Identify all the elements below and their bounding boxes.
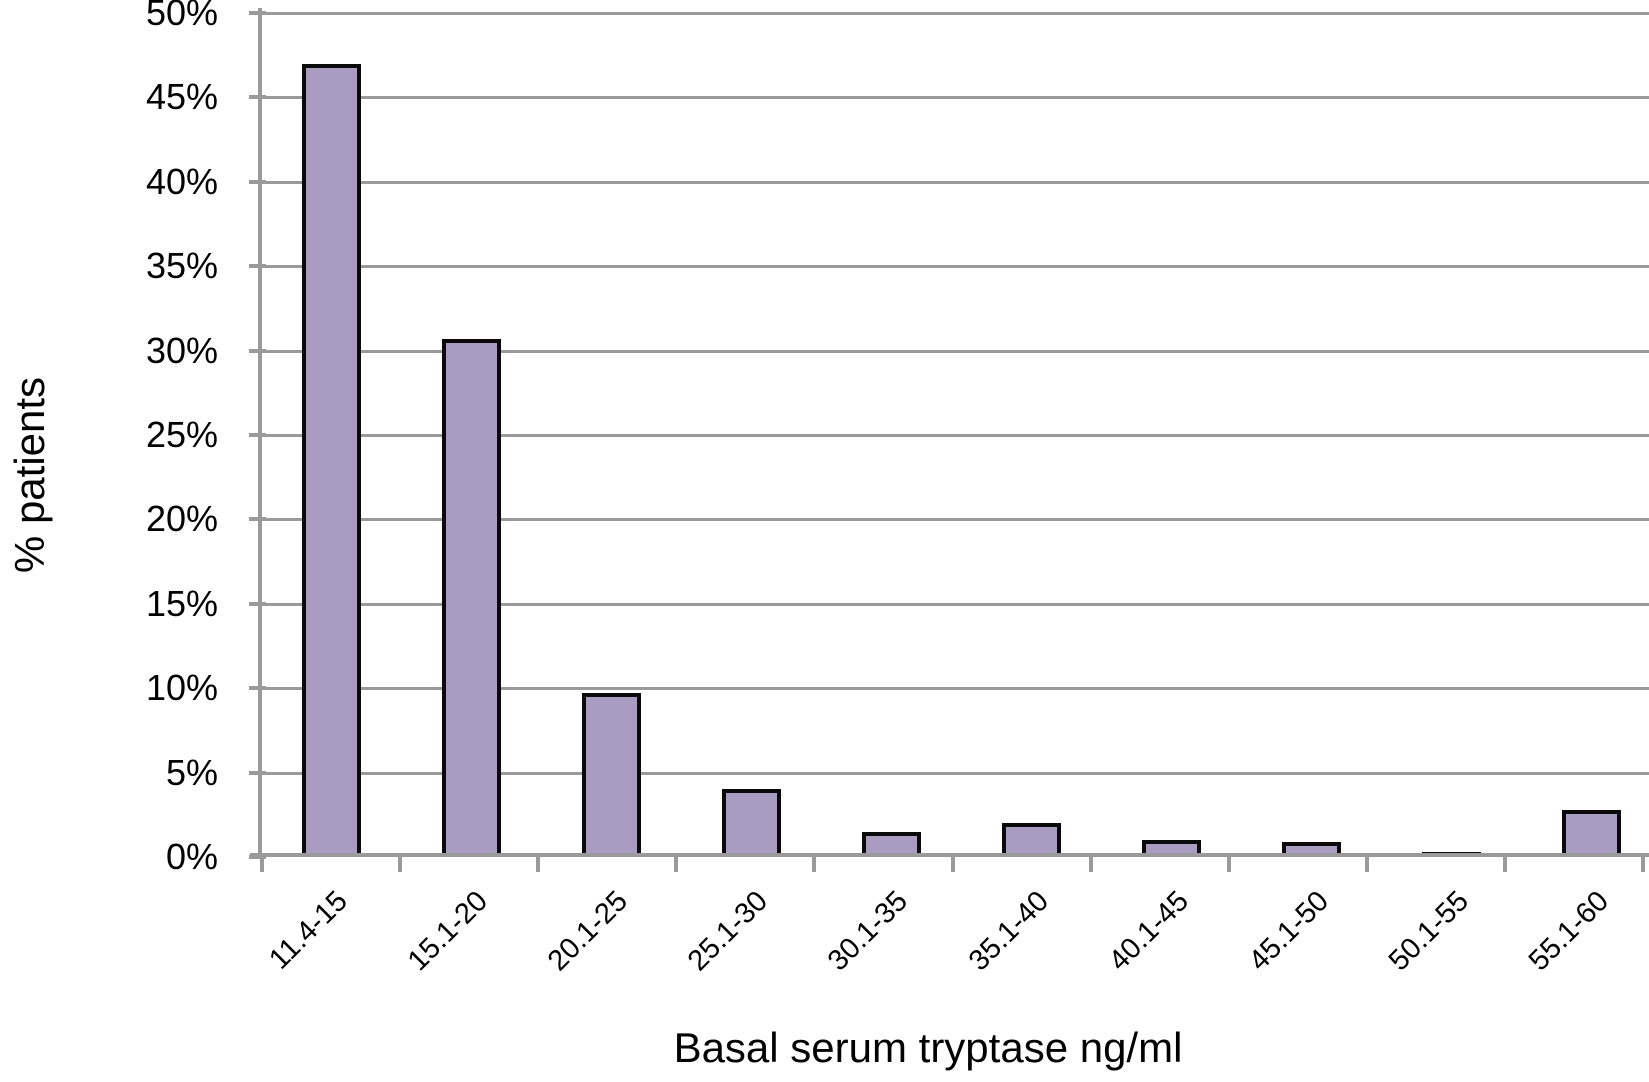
x-tick-label: 25.1-30 <box>681 885 774 978</box>
x-tick-label: 55.1-60 <box>1522 885 1615 978</box>
y-axis-tick <box>249 433 266 437</box>
y-axis-tick <box>249 11 266 15</box>
x-axis-tick <box>812 857 816 872</box>
gridline <box>262 771 1649 775</box>
y-axis-tick <box>249 348 266 353</box>
x-axis-tick <box>536 857 540 872</box>
x-tick-label: 20.1-25 <box>541 885 634 978</box>
x-axis-tick <box>398 857 402 872</box>
y-tick-label: 20% <box>145 498 218 540</box>
bar <box>1142 840 1201 857</box>
x-tick-label: 40.1-45 <box>1102 885 1195 978</box>
y-tick-label: 25% <box>145 414 218 455</box>
y-tick-label: 15% <box>145 582 218 624</box>
x-axis-tick <box>260 857 264 872</box>
gridline <box>262 687 1649 691</box>
gridline <box>262 602 1649 606</box>
x-tick-label: 50.1-55 <box>1382 885 1475 978</box>
x-axis-tick <box>1227 857 1231 872</box>
x-tick-label: 11.4-15 <box>262 885 354 976</box>
bar <box>442 339 501 857</box>
x-tick-label: 35.1-40 <box>962 885 1055 978</box>
y-tick-label: 0% <box>165 836 218 877</box>
y-axis-tick <box>249 517 266 522</box>
gridline <box>262 434 1649 437</box>
gridline <box>262 265 1649 269</box>
y-tick-label: 10% <box>145 667 218 709</box>
gridline <box>262 518 1649 522</box>
x-tick-label: 30.1-35 <box>821 885 914 978</box>
y-axis-tick <box>249 686 266 691</box>
bar <box>722 789 781 857</box>
y-axis-tick <box>249 264 266 269</box>
plot-area <box>262 12 1649 857</box>
y-tick-label: 50% <box>145 0 218 33</box>
x-axis-tick <box>1641 857 1645 872</box>
x-axis-tick <box>1089 857 1093 872</box>
y-tick-label: 40% <box>145 160 218 202</box>
x-axis-tick <box>674 857 678 872</box>
y-tick-label: 45% <box>145 76 218 118</box>
y-axis-tick <box>249 95 266 100</box>
x-axis-tick <box>951 857 955 872</box>
x-axis-tick <box>1365 857 1369 872</box>
bar <box>302 64 361 857</box>
gridline <box>262 12 1649 15</box>
bar <box>1562 810 1621 857</box>
gridline <box>262 349 1649 353</box>
bar <box>1002 823 1061 857</box>
y-tick-label: 5% <box>165 751 218 793</box>
y-axis-tick <box>249 179 266 184</box>
y-axis-title: % patients <box>6 376 53 574</box>
gridline <box>262 180 1649 184</box>
x-axis-title: Basal serum tryptase ng/ml <box>673 1024 1183 1071</box>
y-axis-tick <box>249 601 266 606</box>
y-axis-tick <box>249 770 266 775</box>
gridline <box>262 96 1649 100</box>
bar <box>582 693 641 857</box>
y-tick-label: 35% <box>145 245 218 287</box>
x-tick-label: 15.1-20 <box>401 885 494 978</box>
x-tick-label: 45.1-50 <box>1242 885 1335 978</box>
bar <box>862 832 921 857</box>
x-axis-line <box>250 853 1649 857</box>
x-axis-tick <box>1503 857 1507 872</box>
y-axis-tick <box>249 855 266 859</box>
y-tick-label: 30% <box>145 329 218 371</box>
